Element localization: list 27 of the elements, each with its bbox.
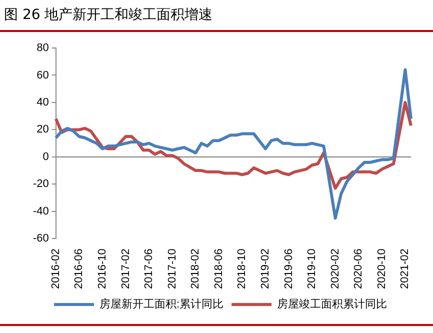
x-tick-label: 2018-06: [212, 248, 225, 290]
legend-label: 房屋竣工面积累计同比: [277, 298, 388, 311]
y-tick-label: 80: [36, 42, 49, 54]
y-tick-label: 0: [42, 150, 49, 163]
x-tick-label: 2016-02: [50, 248, 62, 290]
x-tick-label: 2018-10: [236, 248, 248, 290]
legend-label: 房屋新开工面积:累计同比: [99, 298, 224, 311]
x-tick-label: 2017-06: [143, 248, 156, 290]
y-tick-label: 40: [36, 96, 49, 108]
x-tick-label: 2018-02: [190, 248, 202, 290]
y-tick-label: -20: [32, 178, 49, 190]
x-tick-label: 2017-10: [166, 248, 178, 290]
y-tick-label: 20: [36, 124, 49, 136]
x-tick-label: 2019-02: [260, 248, 272, 290]
x-tick-label: 2020-02: [329, 248, 342, 290]
chart-title: 图 26 地产新开工和竣工面积增速: [4, 6, 213, 24]
x-tick-label: 2020-10: [376, 248, 388, 290]
x-tick-label: 2017-02: [120, 248, 132, 290]
x-tick-label: 2016-10: [96, 248, 108, 290]
x-tick-label: 2019-10: [306, 248, 318, 290]
x-tick-label: 2016-06: [73, 248, 86, 290]
y-tick-label: 60: [36, 69, 49, 82]
y-tick-label: -60: [32, 232, 49, 245]
x-tick-label: 2021-02: [399, 248, 412, 290]
x-tick-label: 2020-06: [352, 248, 365, 290]
x-tick-label: 2019-06: [282, 248, 295, 290]
y-tick-label: -40: [32, 205, 49, 218]
